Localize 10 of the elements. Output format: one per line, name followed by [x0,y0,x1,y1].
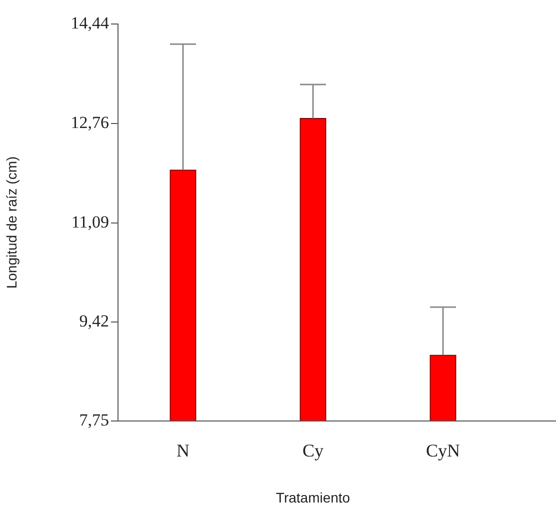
x-tick-label: N [176,440,190,461]
y-tick-label: 9,42 [79,311,109,330]
y-tick-label: 12,76 [70,113,109,132]
y-tick-label: 11,09 [71,212,109,232]
x-tick-label: CyN [426,440,460,461]
y-axis-title: Longitud de raíz (cm) [3,156,20,289]
x-tick-label: Cy [302,440,324,461]
x-axis-title: Tratamiento [276,489,350,506]
y-tick-label: 14,44 [70,13,110,32]
y-tick-label: 7,75 [79,410,109,430]
